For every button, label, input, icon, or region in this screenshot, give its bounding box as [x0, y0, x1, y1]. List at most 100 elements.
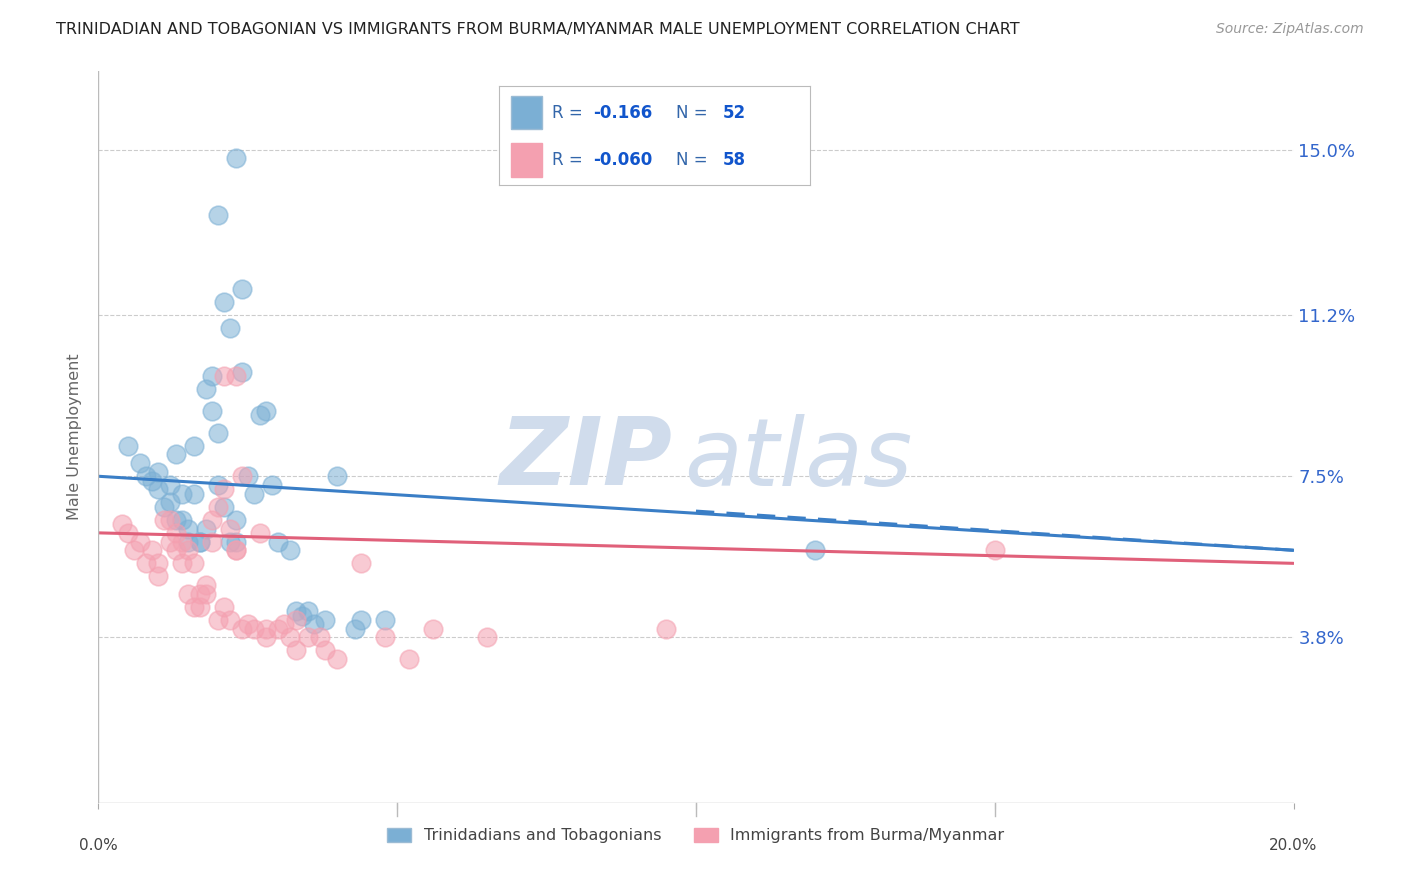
Point — [243, 622, 266, 636]
Point — [183, 486, 205, 500]
Point — [165, 513, 187, 527]
Point — [201, 369, 224, 384]
Point — [243, 486, 266, 500]
Point — [225, 513, 247, 527]
Point — [117, 525, 139, 540]
Point — [159, 478, 181, 492]
Point — [350, 613, 373, 627]
Point — [326, 652, 349, 666]
Point — [172, 534, 194, 549]
Point — [260, 478, 283, 492]
Text: ZIP: ZIP — [499, 413, 672, 505]
Point — [201, 534, 224, 549]
Text: Source: ZipAtlas.com: Source: ZipAtlas.com — [1216, 22, 1364, 37]
Point — [183, 599, 205, 614]
Point — [195, 587, 218, 601]
Point — [344, 622, 367, 636]
Point — [225, 543, 247, 558]
Point — [183, 557, 205, 571]
Point — [172, 557, 194, 571]
Point — [225, 369, 247, 384]
Point — [219, 613, 242, 627]
Point — [159, 495, 181, 509]
Text: atlas: atlas — [685, 414, 912, 505]
Point — [422, 622, 444, 636]
Point — [655, 622, 678, 636]
Point — [219, 534, 242, 549]
Point — [475, 631, 498, 645]
Point — [267, 622, 290, 636]
Point — [111, 517, 134, 532]
Point — [254, 404, 277, 418]
Point — [195, 578, 218, 592]
Point — [212, 369, 235, 384]
Point — [219, 521, 242, 535]
Point — [141, 543, 163, 558]
Point — [183, 439, 205, 453]
Point — [172, 513, 194, 527]
Point — [212, 599, 235, 614]
Point — [165, 525, 187, 540]
Point — [148, 569, 170, 583]
Point — [225, 534, 247, 549]
Point — [297, 604, 319, 618]
Point — [278, 543, 301, 558]
Point — [231, 469, 253, 483]
Point — [207, 500, 229, 514]
Y-axis label: Male Unemployment: Male Unemployment — [67, 354, 83, 520]
Text: 0.0%: 0.0% — [79, 838, 118, 853]
Legend: Trinidadians and Tobagonians, Immigrants from Burma/Myanmar: Trinidadians and Tobagonians, Immigrants… — [381, 822, 1011, 850]
Point — [219, 321, 242, 335]
Point — [165, 543, 187, 558]
Point — [188, 599, 211, 614]
Point — [236, 469, 259, 483]
Point — [315, 643, 337, 657]
Point — [212, 500, 235, 514]
Point — [302, 617, 325, 632]
Point — [124, 543, 146, 558]
Point — [159, 534, 181, 549]
Point — [249, 525, 271, 540]
Point — [195, 521, 218, 535]
Point — [374, 631, 396, 645]
Point — [188, 534, 211, 549]
Point — [225, 152, 247, 166]
Point — [225, 543, 247, 558]
Point — [207, 478, 229, 492]
Point — [207, 425, 229, 440]
Point — [284, 613, 307, 627]
Point — [254, 622, 277, 636]
Point — [207, 613, 229, 627]
Point — [236, 617, 259, 632]
Point — [374, 613, 396, 627]
Point — [284, 604, 307, 618]
Point — [141, 474, 163, 488]
Point — [135, 469, 157, 483]
Point — [273, 617, 295, 632]
Point — [129, 456, 152, 470]
Point — [188, 587, 211, 601]
Point — [804, 543, 827, 558]
Point — [177, 521, 200, 535]
Point — [153, 500, 176, 514]
Point — [254, 631, 277, 645]
Point — [207, 208, 229, 222]
Point — [249, 409, 271, 423]
Point — [231, 365, 253, 379]
Point — [148, 465, 170, 479]
Point — [231, 282, 253, 296]
Point — [326, 469, 349, 483]
Point — [177, 543, 200, 558]
Point — [177, 587, 200, 601]
Point — [984, 543, 1007, 558]
Point — [291, 608, 314, 623]
Point — [284, 643, 307, 657]
Point — [148, 483, 170, 497]
Point — [350, 557, 373, 571]
Point — [159, 513, 181, 527]
Point — [177, 534, 200, 549]
Point — [231, 622, 253, 636]
Point — [212, 295, 235, 310]
Point — [201, 513, 224, 527]
Point — [212, 483, 235, 497]
